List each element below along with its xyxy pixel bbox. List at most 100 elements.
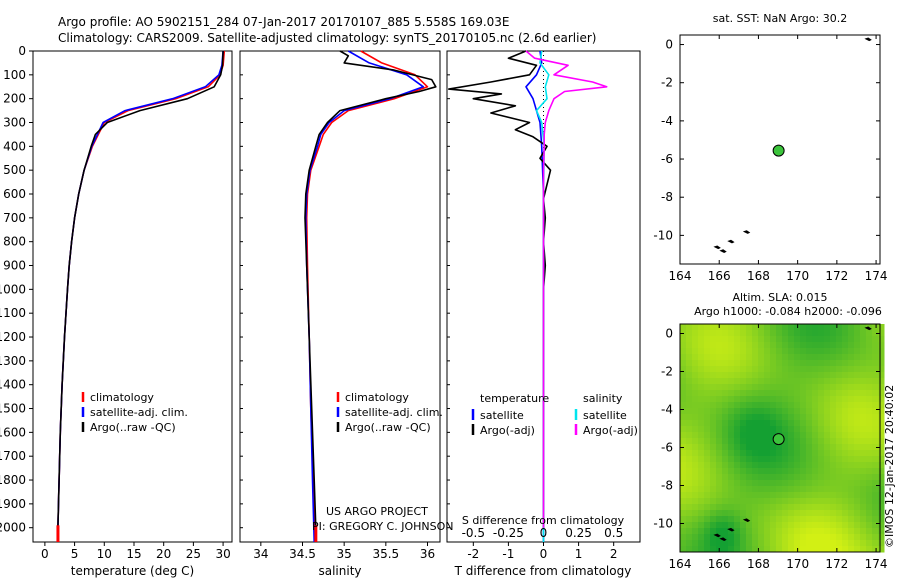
sla-cell bbox=[692, 534, 699, 541]
sla-cell bbox=[878, 468, 885, 475]
sla-cell bbox=[752, 360, 759, 367]
sla-cell bbox=[722, 360, 729, 367]
sla-cell bbox=[692, 486, 699, 493]
sla-cell bbox=[770, 402, 777, 409]
sla-cell bbox=[752, 336, 759, 343]
sla-cell bbox=[848, 456, 855, 463]
sla-cell bbox=[848, 414, 855, 421]
sla-cell bbox=[698, 546, 705, 553]
sal-x-tick-label: 35.5 bbox=[372, 547, 399, 561]
sla-cell bbox=[770, 324, 777, 331]
sla-cell bbox=[848, 402, 855, 409]
sla-cell bbox=[788, 468, 795, 475]
sla-cell bbox=[812, 492, 819, 499]
diff-S-tick-label: 0 bbox=[540, 526, 548, 540]
sla-cell bbox=[872, 390, 879, 397]
sla-cell bbox=[836, 516, 843, 523]
sla-cell bbox=[716, 342, 723, 349]
sla-cell bbox=[752, 516, 759, 523]
sla-cell bbox=[710, 378, 717, 385]
diff-S-axis-label: S difference from climatology bbox=[462, 514, 625, 527]
sla-cell bbox=[680, 510, 687, 517]
sla-cell bbox=[836, 372, 843, 379]
sla-cell bbox=[860, 504, 867, 511]
sla-cell bbox=[746, 534, 753, 541]
sla-cell bbox=[866, 390, 873, 397]
sla-cell bbox=[794, 528, 801, 535]
sla-cell bbox=[752, 342, 759, 349]
sla-cell bbox=[764, 384, 771, 391]
sla-cell bbox=[722, 426, 729, 433]
sla-cell bbox=[698, 540, 705, 547]
sla-cell bbox=[800, 510, 807, 517]
sla-cell bbox=[740, 402, 747, 409]
sla-cell bbox=[734, 528, 741, 535]
sla-cell bbox=[830, 528, 837, 535]
sla-cell bbox=[680, 366, 687, 373]
sla-cell bbox=[830, 330, 837, 337]
sla-cell bbox=[806, 420, 813, 427]
sla-cell bbox=[704, 498, 711, 505]
sla-cell bbox=[758, 492, 765, 499]
sla-cell bbox=[818, 432, 825, 439]
sla-cell bbox=[818, 516, 825, 523]
sla-cell bbox=[692, 504, 699, 511]
sla-cell bbox=[872, 426, 879, 433]
sla-cell bbox=[698, 354, 705, 361]
sla-cell bbox=[860, 360, 867, 367]
sla-cell bbox=[776, 408, 783, 415]
sla-cell bbox=[686, 444, 693, 451]
sla-cell bbox=[698, 456, 705, 463]
sla-cell bbox=[818, 390, 825, 397]
sla-cell bbox=[770, 504, 777, 511]
sla-cell bbox=[818, 546, 825, 553]
sla-cell bbox=[872, 360, 879, 367]
sla-cell bbox=[860, 390, 867, 397]
sla-cell bbox=[728, 480, 735, 487]
sla-cell bbox=[782, 516, 789, 523]
sla-cell bbox=[770, 516, 777, 523]
sla-cell bbox=[824, 504, 831, 511]
sla-cell bbox=[800, 534, 807, 541]
sla-cell bbox=[680, 408, 687, 415]
sla-cell bbox=[854, 426, 861, 433]
sla-cell bbox=[782, 378, 789, 385]
sla-cell bbox=[704, 408, 711, 415]
sst_map-y-tick-label: -8 bbox=[661, 190, 673, 204]
temp-x-tick-label: 25 bbox=[186, 547, 201, 561]
sst_map-x-tick-label: 168 bbox=[747, 269, 770, 283]
sla_map-y-tick-label: -4 bbox=[661, 403, 673, 417]
y-tick-label: 2000 bbox=[0, 521, 26, 535]
sla-cell bbox=[812, 336, 819, 343]
sla-cell bbox=[782, 336, 789, 343]
sla-cell bbox=[848, 420, 855, 427]
sla-cell bbox=[854, 396, 861, 403]
sla-cell bbox=[842, 372, 849, 379]
sla-cell bbox=[746, 414, 753, 421]
sla-cell bbox=[722, 510, 729, 517]
sla-cell bbox=[698, 438, 705, 445]
sla-cell bbox=[878, 528, 885, 535]
sla-cell bbox=[770, 534, 777, 541]
sla-cell bbox=[866, 456, 873, 463]
sla-cell bbox=[698, 372, 705, 379]
sla-cell bbox=[830, 468, 837, 475]
sla-cell bbox=[794, 444, 801, 451]
sla-cell bbox=[752, 438, 759, 445]
sla-cell bbox=[686, 396, 693, 403]
sla-cell bbox=[758, 498, 765, 505]
sla-cell bbox=[830, 540, 837, 547]
sla-cell bbox=[836, 420, 843, 427]
sla-cell bbox=[842, 504, 849, 511]
sla-cell bbox=[872, 408, 879, 415]
sla-cell bbox=[770, 348, 777, 355]
sla-cell bbox=[680, 540, 687, 547]
sla-cell bbox=[686, 468, 693, 475]
sla-cell bbox=[770, 420, 777, 427]
sla-cell bbox=[842, 378, 849, 385]
sla-cell bbox=[800, 366, 807, 373]
sla-cell bbox=[716, 498, 723, 505]
sla-cell bbox=[818, 426, 825, 433]
temp-x-axis-label: temperature (deg C) bbox=[71, 564, 194, 578]
sla-cell bbox=[764, 390, 771, 397]
